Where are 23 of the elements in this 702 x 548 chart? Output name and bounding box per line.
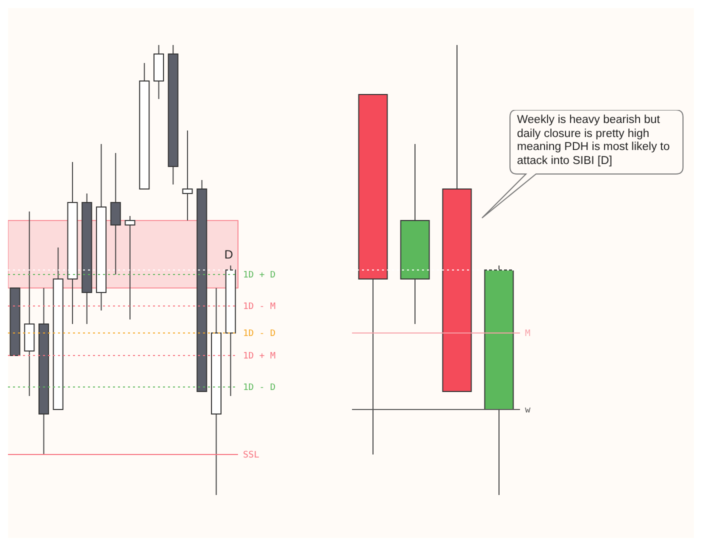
candlestick: [139, 62, 150, 190]
candlestick: [484, 265, 514, 495]
ref-line-label: 1D - M: [243, 302, 276, 312]
candlestick: [400, 144, 430, 324]
candlestick: [358, 94, 388, 455]
annotation: Weekly is heavy bearish but daily closure is pretty high meaning PDH is most likely to attack into SIBI [D]: [517, 114, 671, 168]
ref-line-label: 1D + M: [243, 352, 276, 362]
ref-line-label: w: [525, 406, 531, 416]
candlestick: [82, 193, 92, 324]
ref-line-label: SSL: [243, 450, 260, 461]
candlestick: [442, 45, 472, 392]
candlestick: [153, 45, 164, 100]
candlestick: [196, 180, 208, 392]
band-label: D: [224, 248, 234, 262]
ref-line-label: 1D + D: [243, 270, 276, 281]
ref-line-label: M: [525, 329, 531, 340]
candlestick: [110, 152, 121, 275]
candlestick: [210, 288, 222, 495]
candlestick: [38, 288, 50, 455]
ref-line-label: 1D - D: [243, 329, 276, 340]
candlestick: [168, 45, 178, 185]
ref-line-label: 1D - D: [243, 383, 276, 394]
candlestick: [182, 130, 193, 221]
